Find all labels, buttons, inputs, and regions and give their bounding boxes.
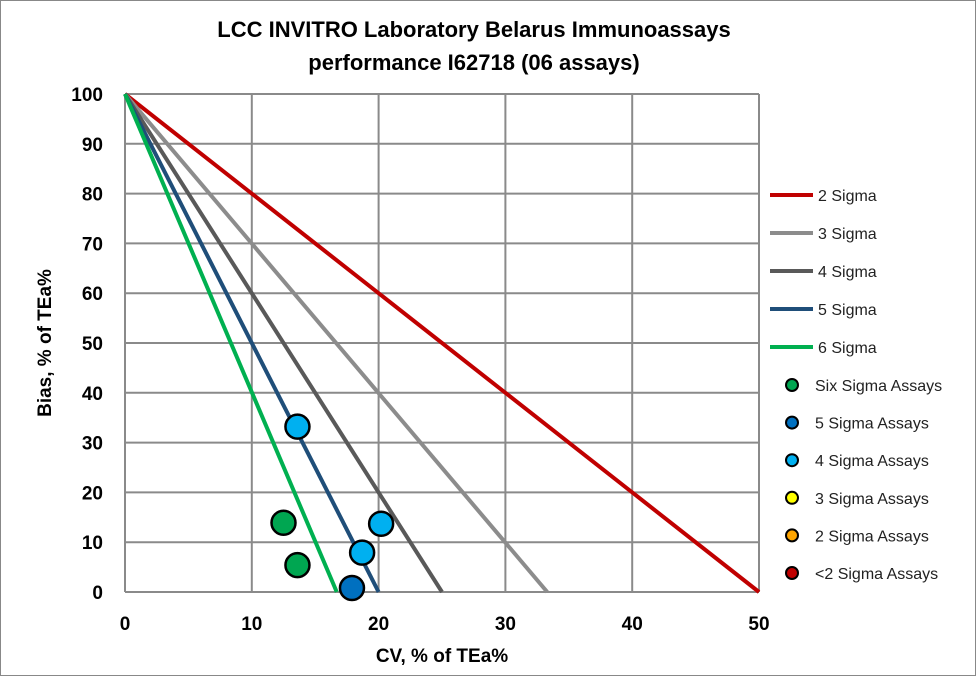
x-tick-label: 20 xyxy=(368,614,389,635)
data-point xyxy=(338,574,366,602)
y-axis-label: Bias, % of TEa% xyxy=(35,269,56,417)
legend-label: 3 Sigma Assays xyxy=(815,491,929,508)
y-tick-label: 0 xyxy=(92,583,103,604)
legend-label: 4 Sigma Assays xyxy=(815,453,929,470)
legend-label: 2 Sigma Assays xyxy=(815,528,929,545)
sigma-line-5 xyxy=(123,93,381,593)
y-tick-label: 60 xyxy=(82,284,103,305)
legend-label: 6 Sigma xyxy=(818,340,877,357)
legend-marker xyxy=(785,490,799,505)
x-tick-label: 10 xyxy=(241,614,262,635)
legend-label: <2 Sigma Assays xyxy=(815,566,938,583)
legend-marker xyxy=(785,566,799,580)
y-tick-label: 10 xyxy=(82,533,103,554)
data-point xyxy=(284,413,311,440)
x-tick-label: 0 xyxy=(120,614,131,635)
data-point xyxy=(270,509,297,537)
sigma-line-3 xyxy=(123,92,549,594)
y-tick-label: 70 xyxy=(82,234,103,255)
legend-label: 3 Sigma xyxy=(818,226,877,243)
y-tick-label: 100 xyxy=(71,85,103,106)
y-tick-label: 30 xyxy=(82,434,103,455)
data-point xyxy=(367,510,395,538)
legend-label: Six Sigma Assays xyxy=(815,378,942,395)
chart-title-line: performance I62718 (06 assays) xyxy=(308,50,639,75)
data-point xyxy=(284,551,311,579)
x-tick-label: 50 xyxy=(748,614,769,635)
sigma-line-6 xyxy=(123,93,339,593)
y-tick-label: 40 xyxy=(82,384,103,405)
legend-marker xyxy=(785,528,799,543)
y-tick-label: 20 xyxy=(82,483,103,504)
legend-marker xyxy=(785,415,799,430)
legend-label: 2 Sigma xyxy=(818,188,877,205)
x-tick-label: 40 xyxy=(622,614,643,635)
legend-marker xyxy=(785,378,799,392)
legend-label: 4 Sigma xyxy=(818,264,877,281)
x-tick-label: 30 xyxy=(495,614,516,635)
data-point xyxy=(348,539,376,566)
chart-title-line: LCC INVITRO Laboratory Belarus Immunoass… xyxy=(217,17,730,42)
legend-label: 5 Sigma xyxy=(818,302,877,319)
sigma-line-2 xyxy=(123,92,761,594)
y-tick-label: 50 xyxy=(82,334,103,355)
sigma-line-4 xyxy=(123,92,444,594)
y-tick-label: 80 xyxy=(82,185,103,206)
legend-label: 5 Sigma Assays xyxy=(815,416,929,433)
x-axis-label: CV, % of TEa% xyxy=(376,646,508,667)
legend-marker xyxy=(785,453,799,468)
y-tick-label: 90 xyxy=(82,135,103,156)
